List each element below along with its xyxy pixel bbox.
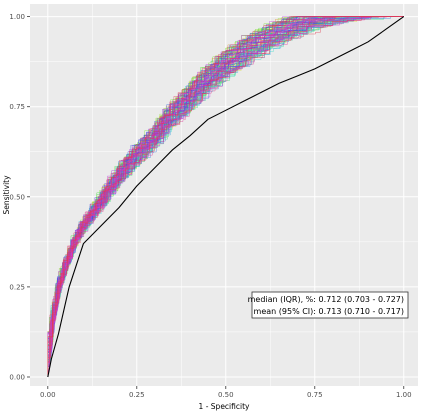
y-axis-ticks: 0.00 0.25 0.50 0.75 1.00 [9,13,30,381]
y-tick-label: 0.25 [9,283,25,291]
grid-major [30,4,418,386]
x-tick-label: 0.25 [129,391,145,399]
annotation-median: median (IQR), %: 0.712 (0.703 - 0.727) [248,295,404,304]
resample-roc-curve [47,16,404,377]
x-tick-label: 0.50 [218,391,234,399]
x-axis-title: 1 - Specificity [199,402,250,411]
x-tick-label: 0.00 [40,391,56,399]
annotation-box [251,291,409,319]
grid-minor [30,4,418,386]
y-tick-label: 0.75 [9,103,25,111]
median-roc-curve [47,16,405,378]
resample-roc-curve [47,16,404,377]
roc-curves [47,16,404,377]
y-axis-title: Sensitivity [2,175,11,215]
resample-roc-curve [47,16,404,377]
x-tick-label: 1.00 [396,391,412,399]
resample-roc-curve [47,16,404,377]
y-tick-label: 0.50 [9,193,25,201]
resample-roc-curve [47,16,404,377]
resample-roc-curve [47,16,404,377]
y-tick-label: 1.00 [9,13,25,21]
x-tick-label: 0.75 [307,391,323,399]
auc-annotation: median (IQR), %: 0.712 (0.703 - 0.727) m… [248,291,409,319]
y-tick-label: 0.00 [9,373,25,381]
x-axis-ticks: 0.00 0.25 0.50 0.75 1.00 [40,386,412,399]
annotation-mean: mean (95% CI): 0.713 (0.710 - 0.717) [254,307,404,316]
resample-roc-curve [47,16,404,377]
median-roc-line [47,16,405,378]
resample-roc-curve [47,16,404,377]
